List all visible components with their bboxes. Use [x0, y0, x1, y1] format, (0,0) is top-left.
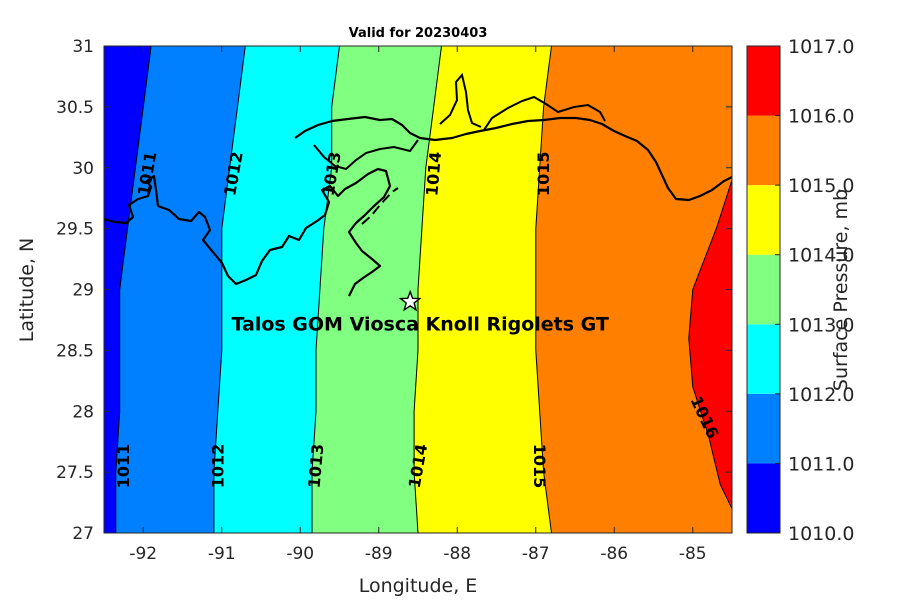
colorbar-tick-label: 1014.0 — [788, 245, 854, 267]
y-tick-label: 30.5 — [56, 98, 94, 118]
colorbar-swatch — [747, 254, 780, 325]
map-area: 1011101110121012101310131014101410151015… — [104, 46, 732, 533]
x-tick-label: -89 — [365, 544, 393, 564]
contour-label: 1011 — [114, 444, 133, 489]
mississippi-delta — [313, 139, 419, 171]
colorbar-swatch — [747, 46, 780, 116]
colorbar-tick-label: 1016.0 — [788, 106, 854, 128]
contour-lines — [115, 46, 732, 533]
colorbar: 1010.0 1011.0 1012.0 1013.0 1014.0 1015.0 1016… — [746, 36, 854, 545]
x-axis-label: Longitude, E — [359, 575, 478, 597]
pressure-band-high — [688, 179, 732, 533]
contour-line-1012 — [213, 46, 246, 533]
colorbar-swatch — [747, 185, 780, 255]
colorbar-tick-label: 1012.0 — [788, 384, 854, 406]
x-tick-label: -92 — [129, 544, 157, 564]
chart-title: Valid for 20230403 — [349, 26, 488, 41]
colorbar-swatch — [747, 324, 780, 394]
pressure-band — [213, 46, 340, 533]
colorbar-swatch — [747, 463, 780, 533]
contour-line-1014 — [413, 46, 442, 533]
y-tick-label: 31 — [72, 37, 94, 57]
contour-line-1013 — [311, 46, 340, 533]
colorbar-swatch — [747, 393, 780, 464]
y-axis-label: Latitude, N — [16, 238, 38, 343]
colorbar-frame — [746, 45, 781, 534]
colorbar-tick-label: 1011.0 — [788, 453, 854, 475]
colorbar-tick-label: 1015.0 — [788, 175, 854, 197]
contour-label: 1013 — [305, 443, 328, 489]
contour-line-1011 — [115, 46, 152, 533]
contour-label: 1014 — [422, 151, 445, 197]
x-tick-label: -86 — [600, 544, 628, 564]
x-tick-label: -88 — [443, 544, 471, 564]
site-marker — [398, 289, 422, 312]
site-label: Talos GOM Viosca Knoll Rigolets GT — [231, 314, 608, 336]
pressure-band — [535, 46, 732, 533]
contour-line-1015 — [535, 46, 552, 533]
star-icon — [398, 289, 422, 312]
x-tick-label: -91 — [208, 544, 236, 564]
pressure-band — [115, 46, 246, 533]
lake-pontchartrain — [439, 72, 482, 128]
contour-line-1016 — [688, 179, 732, 509]
y-tick-label: 30 — [72, 159, 94, 179]
colorbar-swatch — [747, 115, 780, 186]
pressure-band — [104, 46, 152, 533]
x-axis-ticks: -92 -91 -90 -89 -88 -87 -86 -85 — [129, 46, 707, 564]
pressure-band — [414, 46, 552, 533]
y-tick-label: 29 — [72, 281, 94, 301]
y-tick-label: 28.5 — [56, 341, 94, 361]
y-axis-ticks: 27 27.5 28 28.5 29 29.5 30 30.5 31 — [56, 37, 732, 544]
y-tick-label: 27.5 — [56, 463, 94, 483]
mobile-bay — [483, 95, 606, 131]
colorbar-tick-label: 1017.0 — [788, 36, 854, 58]
y-tick-label: 27 — [72, 524, 94, 544]
colorbar-tick-label: 1010.0 — [788, 523, 854, 545]
y-tick-label: 29.5 — [56, 220, 94, 240]
x-tick-label: -87 — [522, 544, 550, 564]
gulf-coastline-east — [294, 115, 732, 202]
colorbar-tick-label: 1013.0 — [788, 314, 854, 336]
x-tick-label: -85 — [679, 544, 707, 564]
contour-label: 1015 — [530, 444, 549, 489]
x-tick-label: -90 — [286, 544, 314, 564]
gulf-coastline — [104, 167, 392, 297]
y-tick-label: 28 — [72, 402, 94, 422]
colorbar-label: Surface Pressure, mb — [830, 189, 852, 391]
barrier-islands — [361, 187, 399, 225]
contour-label: 1012 — [208, 444, 227, 489]
contour-label: 1015 — [534, 152, 553, 197]
coastline — [104, 72, 732, 297]
